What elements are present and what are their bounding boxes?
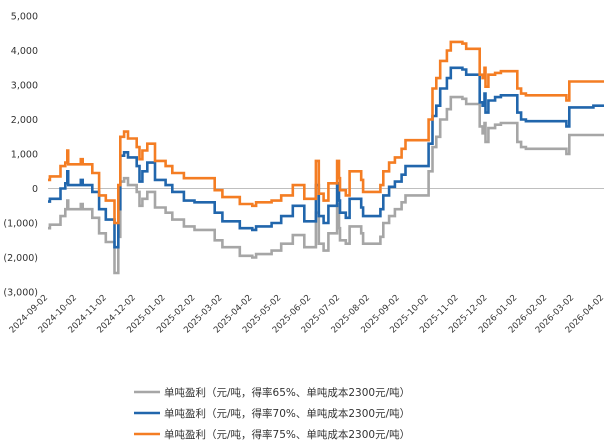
y-tick-label: 3,000 <box>11 81 38 92</box>
y-tick-label: 0 <box>32 184 38 195</box>
plot-area <box>48 40 604 275</box>
legend-label: 单吨盈利（元/吨，得率65%、单吨成本2300元/吨） <box>164 386 410 399</box>
legend-label: 单吨盈利（元/吨，得率75%、单吨成本2300元/吨） <box>164 428 410 441</box>
y-tick-label: 4,000 <box>11 46 38 57</box>
y-tick-label: (2,000) <box>3 253 38 264</box>
legend: 单吨盈利（元/吨，得率65%、单吨成本2300元/吨） 单吨盈利（元/吨，得率70… <box>134 386 410 441</box>
series-line-3 <box>48 40 604 225</box>
legend-label: 单吨盈利（元/吨，得率70%、单吨成本2300元/吨） <box>164 407 410 420</box>
y-tick-label: 5,000 <box>11 12 38 23</box>
y-tick-label: 1,000 <box>11 150 38 161</box>
y-tick-label: (3,000) <box>3 288 38 299</box>
y-tick-label: (1,000) <box>3 219 38 230</box>
y-axis: 5,000 4,000 3,000 2,000 1,000 0 (1,000) (2,000)… <box>3 12 38 299</box>
x-axis: 2024-09-022024-10-022024-11-022024-12-02… <box>8 293 606 335</box>
y-tick-label: 2,000 <box>11 115 38 126</box>
series-line-1 <box>48 95 604 275</box>
